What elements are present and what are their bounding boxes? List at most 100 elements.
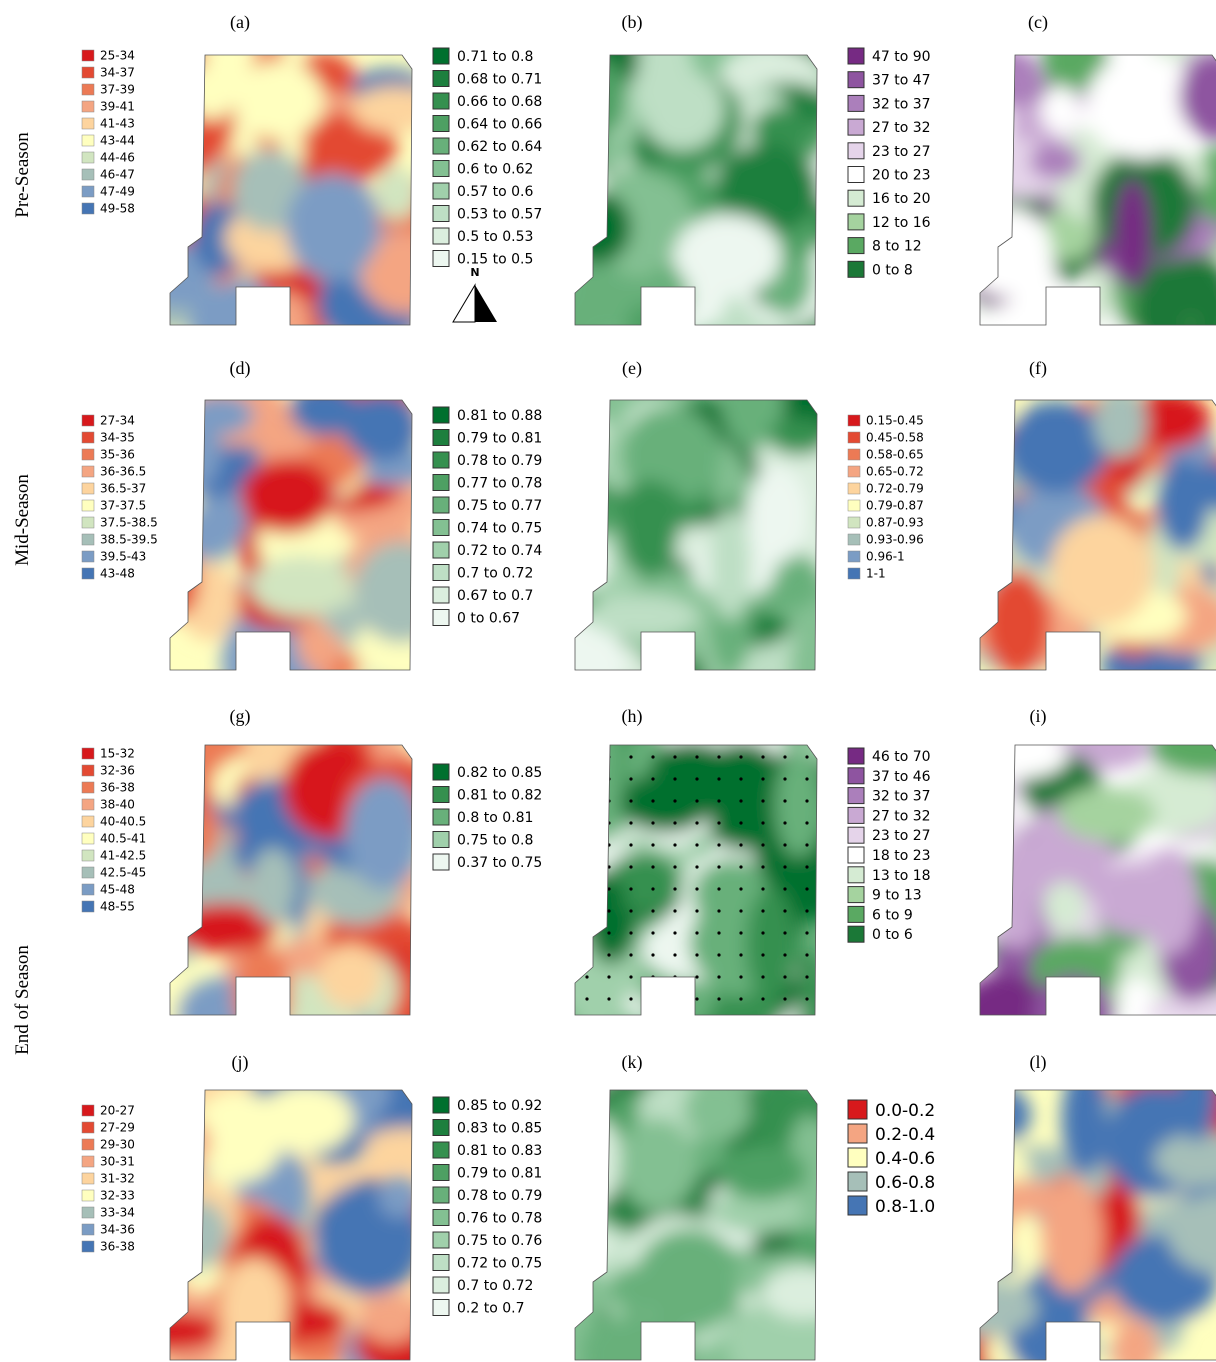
row-label: Pre-Season [12,132,33,218]
legend-swatch [82,1139,94,1150]
legend-label: 0.2-0.4 [875,1125,935,1145]
legend-label: 0.7 to 0.72 [457,1278,533,1294]
legend-label: 0.85 to 0.92 [457,1098,542,1114]
legend-swatch [433,565,449,581]
legend-label: 0.81 to 0.82 [457,788,542,804]
legend-swatch [848,807,864,823]
legend-label: 20 to 23 [872,168,931,184]
legend-swatch [433,1165,449,1181]
panel-label: (e) [622,358,642,379]
legend-swatch [433,764,449,780]
legend: 46 to 7037 to 4632 to 3727 to 3223 to 27… [848,748,931,943]
legend-label: 0.72-0.79 [866,482,924,496]
legend-label: 36-36.5 [100,465,146,479]
legend-swatch [433,71,449,87]
legend-label: 0.67 to 0.7 [457,588,533,604]
legend-label: 49-58 [100,202,135,216]
map [538,1062,855,1362]
legend-label: 40.5-41 [100,832,146,846]
legend-swatch [82,1156,94,1167]
panel-label: (c) [1028,12,1048,33]
legend-label: 20-27 [100,1104,135,1118]
legend-swatch [848,748,864,764]
legend-label: 0.6 to 0.62 [457,162,533,178]
legend-swatch [82,551,94,562]
legend-swatch [433,183,449,199]
legend-swatch [82,850,94,861]
legend: 0.15-0.450.45-0.580.58-0.650.65-0.720.72… [848,414,924,581]
panel-label: (f) [1029,358,1047,379]
legend-swatch [848,214,864,230]
legend-swatch [848,143,864,159]
legend-label: 23 to 27 [872,828,931,844]
legend-swatch [433,520,449,536]
legend-label: 0.81 to 0.88 [457,408,542,424]
legend-label: 43-48 [100,567,135,581]
legend-swatch [82,816,94,827]
legend-swatch [848,190,864,206]
legend-label: 33-34 [100,1206,135,1220]
legend-label: 6 to 9 [872,907,913,923]
legend-label: 37-39 [100,83,135,97]
legend-label: 37-37.5 [100,499,146,513]
legend-label: 0.78 to 0.79 [457,1188,542,1204]
legend-swatch [848,847,864,863]
legend-swatch [433,93,449,109]
legend-label: 32-36 [100,764,135,778]
map [527,352,862,710]
legend: 0.0-0.20.2-0.40.4-0.60.6-0.80.8-1.0 [848,1100,935,1217]
legend-label: 8 to 12 [872,239,922,255]
legend-label: 0.75 to 0.77 [457,498,542,514]
panel-label: (k) [622,1052,643,1073]
legend-swatch [433,587,449,603]
legend-label: 0.57 to 0.6 [457,184,533,200]
legend-label: 0.71 to 0.8 [457,49,533,65]
legend-swatch [82,901,94,912]
legend-label: 0.79 to 0.81 [457,1166,542,1182]
legend-swatch [848,827,864,843]
legend-label: 0.81 to 0.83 [457,1143,542,1159]
legend-swatch [848,466,860,477]
legend-label: 25-34 [100,49,135,63]
legend-swatch [433,1277,449,1293]
row-label: End of Season [12,945,33,1055]
legend-swatch [433,497,449,513]
legend-label: 34-36 [100,1223,135,1237]
legend: 0.81 to 0.880.79 to 0.810.78 to 0.790.77… [433,407,542,627]
legend-swatch [433,1187,449,1203]
legend-label: 0.68 to 0.71 [457,72,542,88]
legend-label: 41-42.5 [100,849,146,863]
legend-label: 0.53 to 0.57 [457,207,542,223]
legend-label: 36-38 [100,781,135,795]
legend-swatch [433,430,449,446]
legend-swatch [848,238,864,254]
legend-label: 0.2 to 0.7 [457,1301,524,1317]
map [933,8,1216,367]
legend-label: 32 to 37 [872,789,931,805]
legend-swatch [848,415,860,426]
legend-swatch [848,483,860,494]
legend-swatch [433,1097,449,1113]
legend-swatch [848,867,864,883]
legend-label: 27 to 32 [872,808,931,824]
panel-label: (a) [230,12,250,33]
legend-label: 37 to 47 [872,73,931,89]
legend-label: 48-55 [100,900,135,914]
map [126,711,458,1051]
legend-label: 27-34 [100,414,135,428]
panel-label: (h) [622,706,643,727]
legend-swatch [82,432,94,443]
legend-label: 0.79-0.87 [866,499,924,513]
legend-label: 0.75 to 0.76 [457,1233,542,1249]
legend-label: 27-29 [100,1121,135,1135]
legend-swatch [82,782,94,793]
legend-swatch [433,809,449,825]
legend-swatch [848,1172,867,1191]
legend-label: 35-36 [100,448,135,462]
legend-label: 39-41 [100,100,135,114]
legend-swatch [433,1210,449,1226]
legend-label: 0.83 to 0.85 [457,1121,542,1137]
panel-label: (j) [232,1052,249,1073]
legend-swatch [433,542,449,558]
legend-label: 36-38 [100,1240,135,1254]
